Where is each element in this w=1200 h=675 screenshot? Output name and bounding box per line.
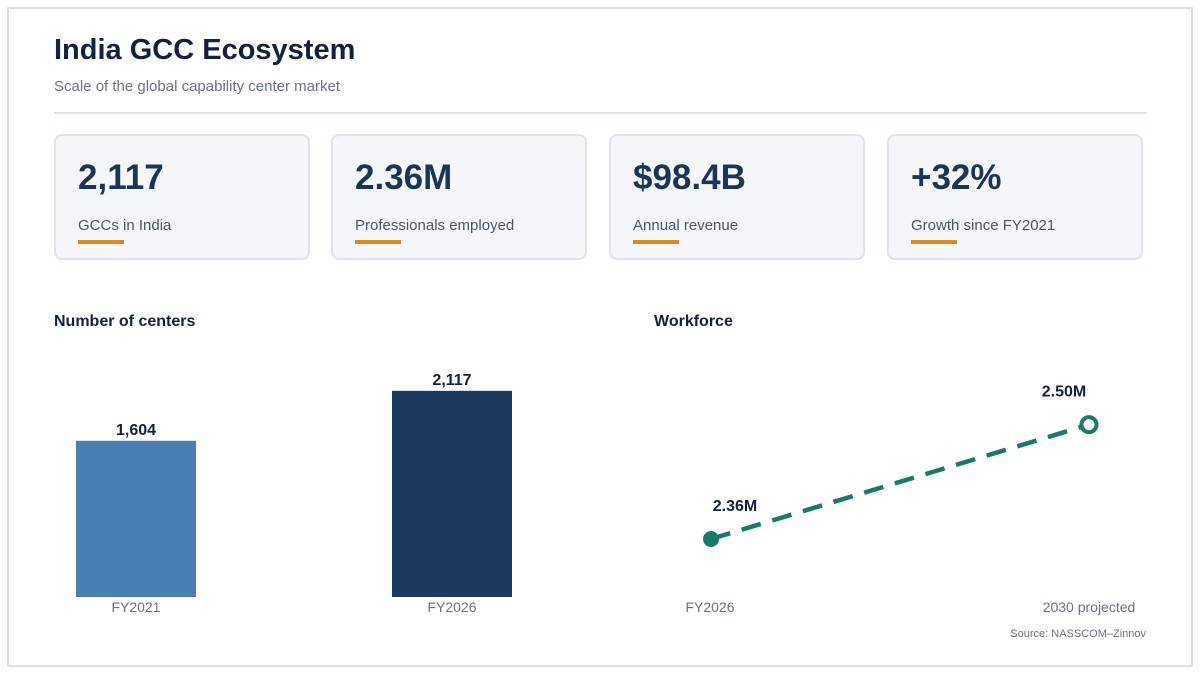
page-subtitle: Scale of the global capability center ma… bbox=[54, 78, 340, 95]
kpi-accent-bar bbox=[633, 240, 679, 244]
bar-fy2026 bbox=[392, 390, 512, 597]
bar-value-label: 1,604 bbox=[116, 422, 156, 439]
page-title: India GCC Ecosystem bbox=[54, 34, 356, 66]
dashboard-card bbox=[7, 7, 1193, 667]
kpi-card-revenue: $98.4B Annual revenue bbox=[609, 134, 865, 260]
kpi-value: +32% bbox=[911, 158, 1002, 197]
kpi-accent-bar bbox=[355, 240, 401, 244]
kpi-card-growth: +32% Growth since FY2021 bbox=[887, 134, 1143, 260]
workforce-trend-line bbox=[710, 422, 1090, 542]
kpi-label: Professionals employed bbox=[355, 217, 515, 234]
point-fy2026 bbox=[703, 531, 719, 547]
kpi-label: Annual revenue bbox=[633, 217, 739, 234]
point-2030-projected bbox=[1079, 415, 1099, 435]
kpi-label: Growth since FY2021 bbox=[911, 217, 1056, 234]
bar-category-label: FY2026 bbox=[427, 599, 476, 615]
point-value-label: 2.36M bbox=[713, 498, 757, 515]
kpi-accent-bar bbox=[911, 240, 957, 244]
line-category-label: FY2026 bbox=[685, 599, 734, 615]
source-note: Source: NASSCOM–Zinnov bbox=[1010, 628, 1146, 640]
centers-chart-title: Number of centers bbox=[54, 313, 196, 330]
kpi-card-gccs: 2,117 GCCs in India bbox=[54, 134, 310, 260]
kpi-card-professionals: 2.36M Professionals employed bbox=[331, 134, 587, 260]
bar-fy2021 bbox=[76, 440, 196, 597]
bar-category-label: FY2021 bbox=[111, 599, 160, 615]
line-category-label: 2030 projected bbox=[1043, 599, 1136, 615]
kpi-value: 2,117 bbox=[78, 158, 164, 197]
workforce-chart-title: Workforce bbox=[654, 313, 733, 330]
kpi-value: 2.36M bbox=[355, 158, 453, 197]
header-divider bbox=[54, 112, 1147, 114]
point-value-label: 2.50M bbox=[1042, 384, 1086, 401]
kpi-label: GCCs in India bbox=[78, 217, 172, 234]
kpi-accent-bar bbox=[78, 240, 124, 244]
bar-value-label: 2,117 bbox=[432, 372, 471, 389]
kpi-value: $98.4B bbox=[633, 158, 746, 197]
